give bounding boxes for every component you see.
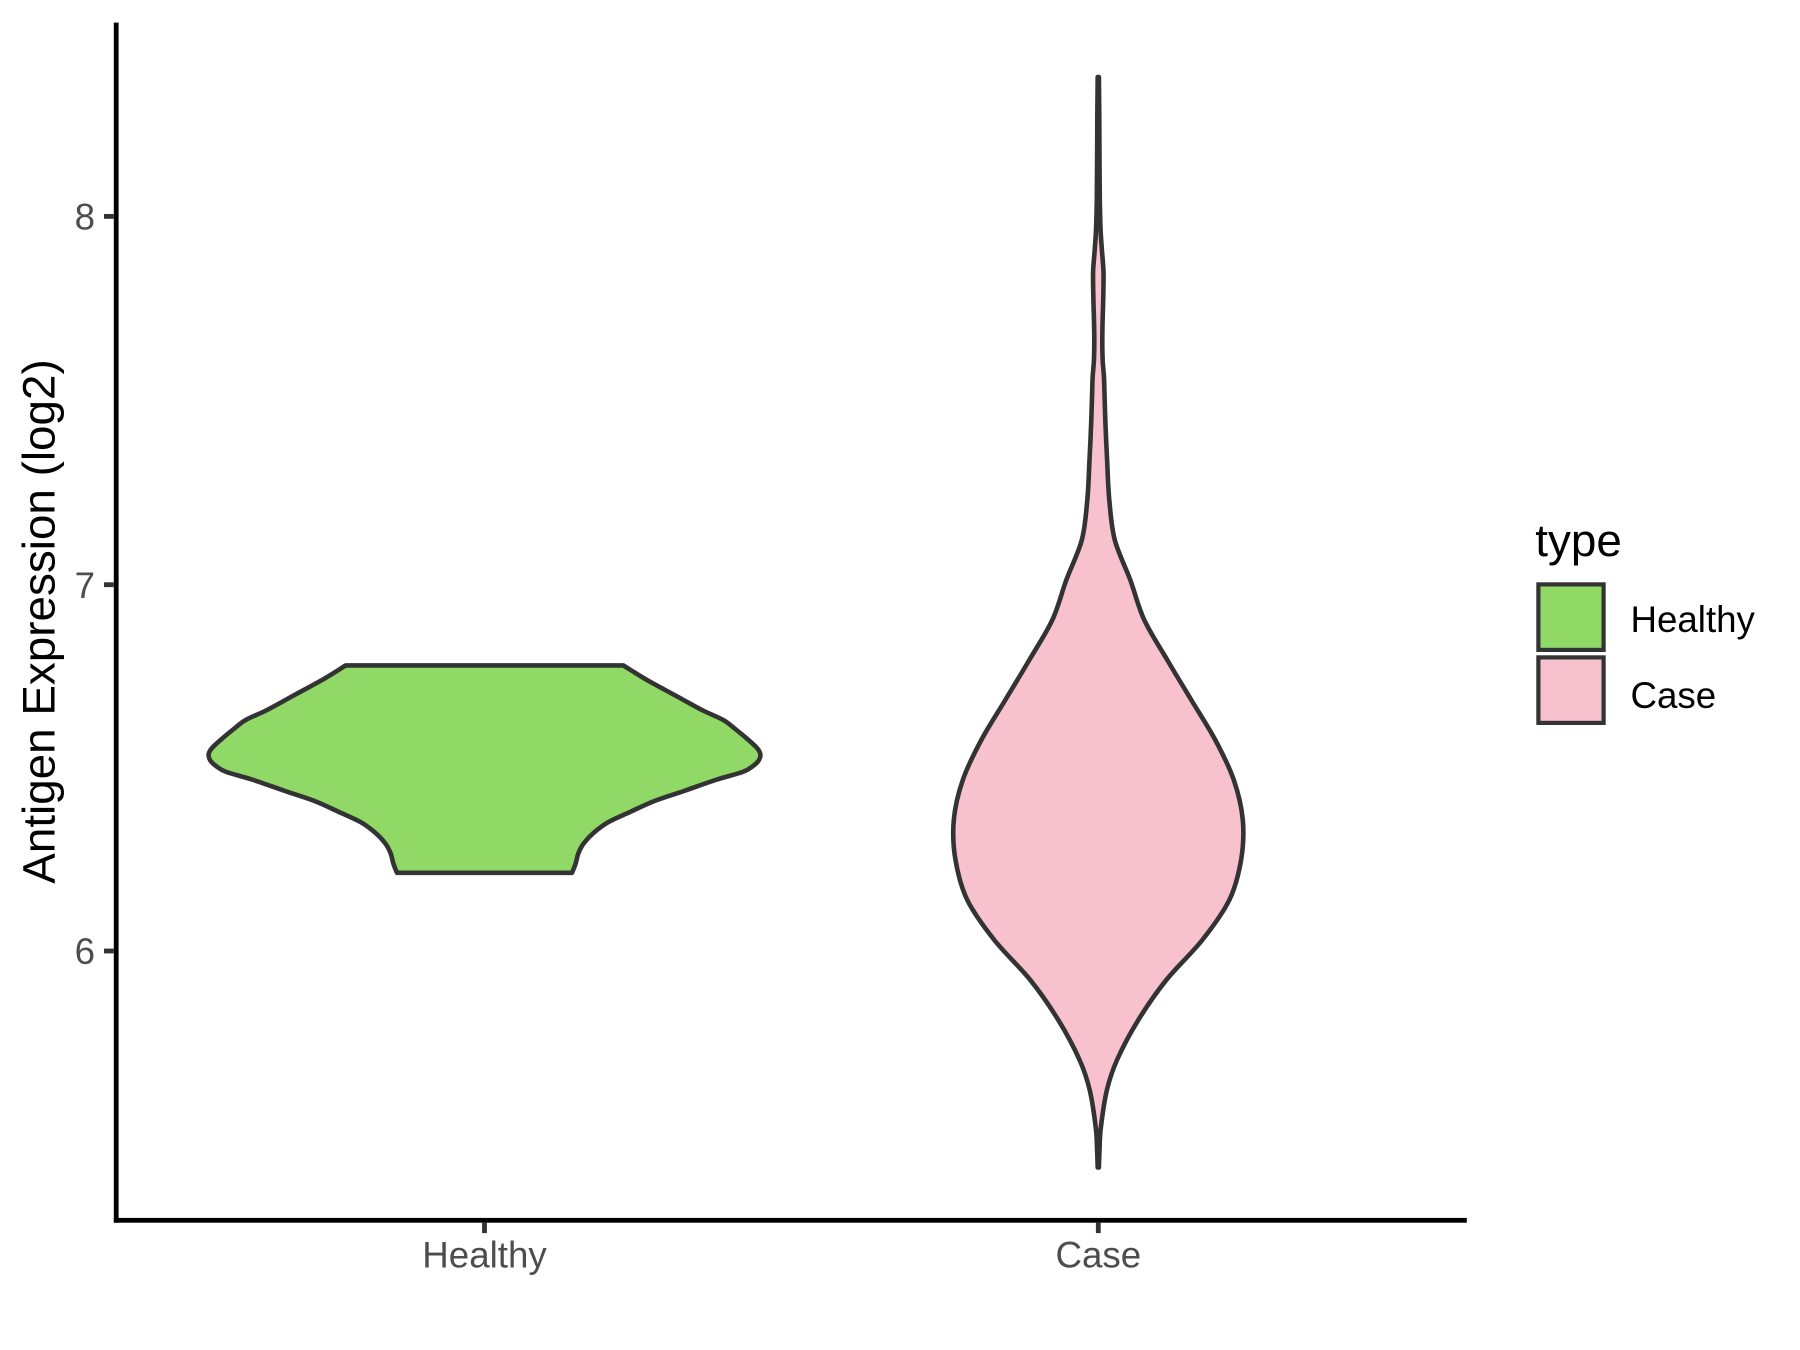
- svg-text:6: 6: [75, 931, 95, 972]
- svg-text:Healthy: Healthy: [1631, 599, 1756, 640]
- svg-text:Case: Case: [1631, 675, 1717, 716]
- svg-text:Case: Case: [1055, 1235, 1141, 1276]
- svg-text:type: type: [1535, 515, 1622, 566]
- svg-text:7: 7: [75, 565, 95, 606]
- svg-text:8: 8: [75, 197, 95, 238]
- svg-text:Healthy: Healthy: [422, 1235, 547, 1276]
- svg-text:Antigen Expression (log2): Antigen Expression (log2): [14, 359, 65, 883]
